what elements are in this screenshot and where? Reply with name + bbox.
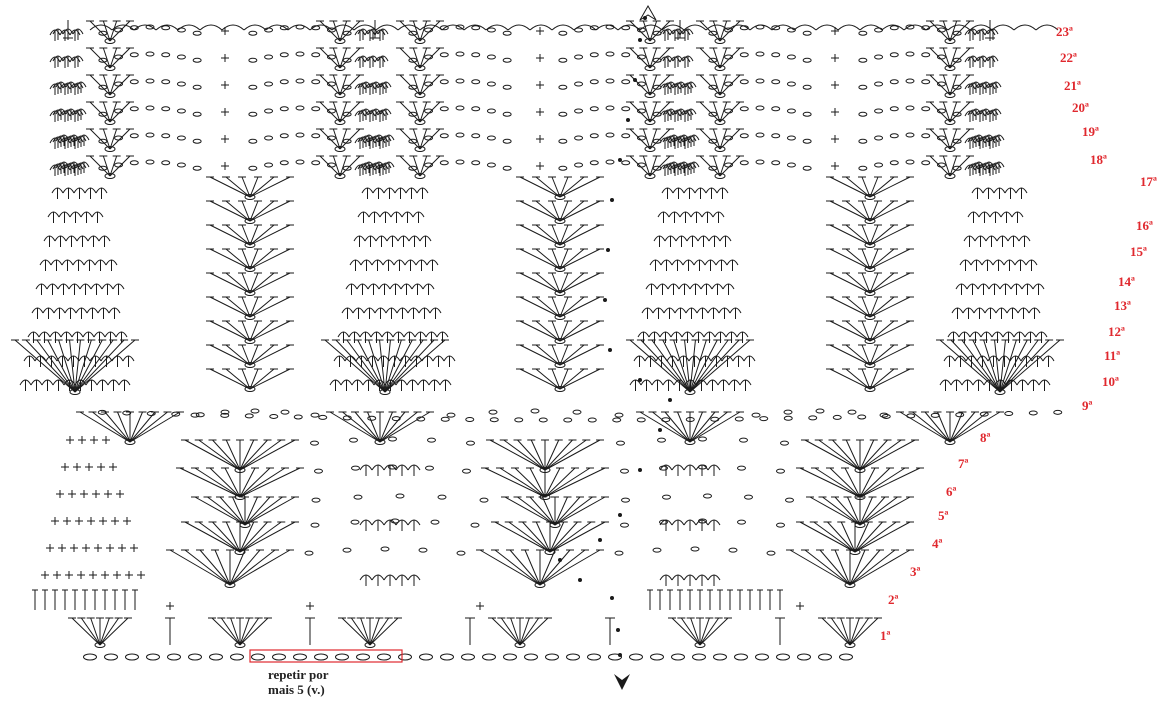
repeat-note: repetir por mais 5 (v.) [268, 667, 408, 697]
row-label: 17ª [1140, 174, 1157, 189]
row-label: 4ª [932, 536, 943, 551]
row-label: 7ª [958, 456, 969, 471]
row-label: 18ª [1090, 152, 1107, 167]
row-label: 1ª [880, 628, 891, 643]
row-label: 21ª [1064, 78, 1081, 93]
row-label: 16ª [1136, 218, 1153, 233]
row-label: 14ª [1118, 274, 1135, 289]
row-label: 11ª [1104, 348, 1120, 363]
repeat-note-line2: mais 5 (v.) [268, 682, 325, 697]
row-label: 3ª [910, 564, 921, 579]
row-label: 15ª [1130, 244, 1147, 259]
stitch-pattern [11, 16, 1064, 661]
row-label: 9ª [1082, 398, 1093, 413]
row-label: 12ª [1108, 324, 1125, 339]
row-label: 6ª [946, 484, 957, 499]
row-label: 19ª [1082, 124, 1099, 139]
row-label: 23ª [1056, 24, 1073, 39]
row-label: 22ª [1060, 50, 1077, 65]
row-label: 5ª [938, 508, 949, 523]
row-label: 8ª [980, 430, 991, 445]
end-arrow-icon [639, 4, 657, 21]
row-label: 10ª [1102, 374, 1119, 389]
start-arrow-icon [614, 674, 630, 690]
row-label: 20ª [1072, 100, 1089, 115]
row-label: 2ª [888, 592, 899, 607]
repeat-bracket [249, 649, 403, 663]
repeat-note-line1: repetir por [268, 667, 329, 682]
row-label: 13ª [1114, 298, 1131, 313]
